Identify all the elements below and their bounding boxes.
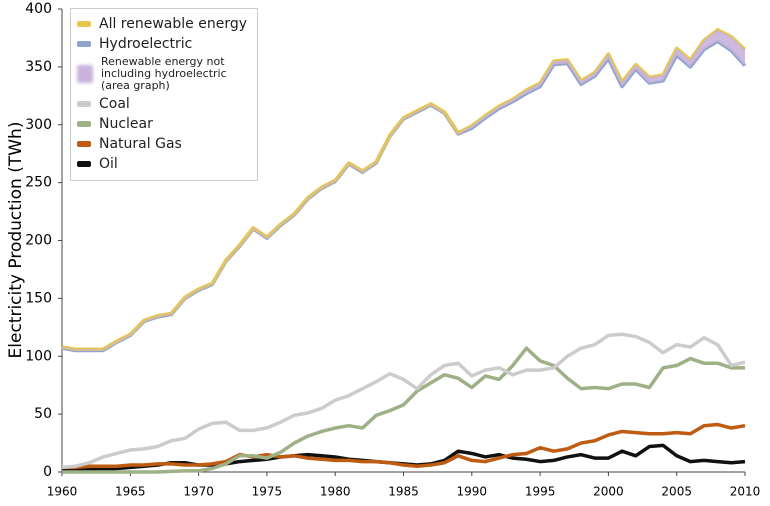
line bbox=[61, 332, 746, 470]
y-tick-label: 50 bbox=[34, 406, 52, 422]
legend-item: Coal bbox=[77, 96, 251, 112]
line bbox=[62, 422, 746, 470]
x-tick-label: 2005 bbox=[661, 485, 692, 499]
legend-swatch bbox=[77, 21, 91, 27]
legend-label: Natural Gas bbox=[99, 136, 182, 152]
x-tick-label: 2000 bbox=[593, 485, 624, 499]
legend-item: Oil bbox=[77, 156, 251, 172]
legend: All renewable energy Hydroelectric Renewab… bbox=[70, 8, 258, 181]
x-tick-label: 1985 bbox=[388, 485, 419, 499]
legend-item: Nuclear bbox=[77, 116, 251, 132]
legend-label: Renewable energy not including hydroelec… bbox=[101, 55, 227, 92]
legend-label: All renewable energy bbox=[99, 16, 248, 32]
legend-item: Natural Gas bbox=[77, 136, 251, 152]
y-tick-label: 100 bbox=[25, 348, 52, 364]
y-tick-label: 0 bbox=[43, 464, 52, 480]
y-tick-label: 200 bbox=[25, 233, 52, 249]
x-tick-label: 1990 bbox=[457, 485, 488, 499]
legend-swatch bbox=[77, 121, 91, 127]
y-tick-label: 400 bbox=[25, 1, 52, 17]
legend-label: Coal bbox=[99, 96, 130, 112]
legend-label: Oil bbox=[99, 156, 118, 172]
x-tick-label: 1980 bbox=[320, 485, 351, 499]
legend-swatch bbox=[77, 101, 91, 107]
y-tick-label: 350 bbox=[25, 59, 52, 75]
x-tick-label: 2010 bbox=[730, 485, 761, 499]
x-tick-label: 1965 bbox=[115, 485, 146, 499]
legend-swatch bbox=[77, 141, 91, 147]
legend-item: Hydroelectric bbox=[77, 36, 251, 52]
line bbox=[62, 346, 745, 474]
x-tick-label: 1975 bbox=[252, 485, 283, 499]
legend-label: Hydroelectric bbox=[99, 36, 193, 52]
y-tick-label: 150 bbox=[25, 290, 52, 306]
x-tick-label: 1960 bbox=[47, 485, 78, 499]
legend-item: All renewable energy bbox=[77, 16, 251, 32]
y-axis-label: Electricity Production (TWh) bbox=[6, 122, 26, 359]
legend-label: Nuclear bbox=[99, 116, 153, 132]
legend-swatch bbox=[77, 161, 91, 167]
legend-item: Renewable energy not including hydroelec… bbox=[77, 56, 251, 92]
x-tick-label: 1970 bbox=[183, 485, 214, 499]
legend-swatch bbox=[77, 65, 93, 83]
y-tick-label: 300 bbox=[25, 117, 52, 133]
x-tick-label: 1995 bbox=[525, 485, 556, 499]
legend-swatch bbox=[77, 41, 91, 47]
y-tick-label: 250 bbox=[25, 175, 52, 191]
